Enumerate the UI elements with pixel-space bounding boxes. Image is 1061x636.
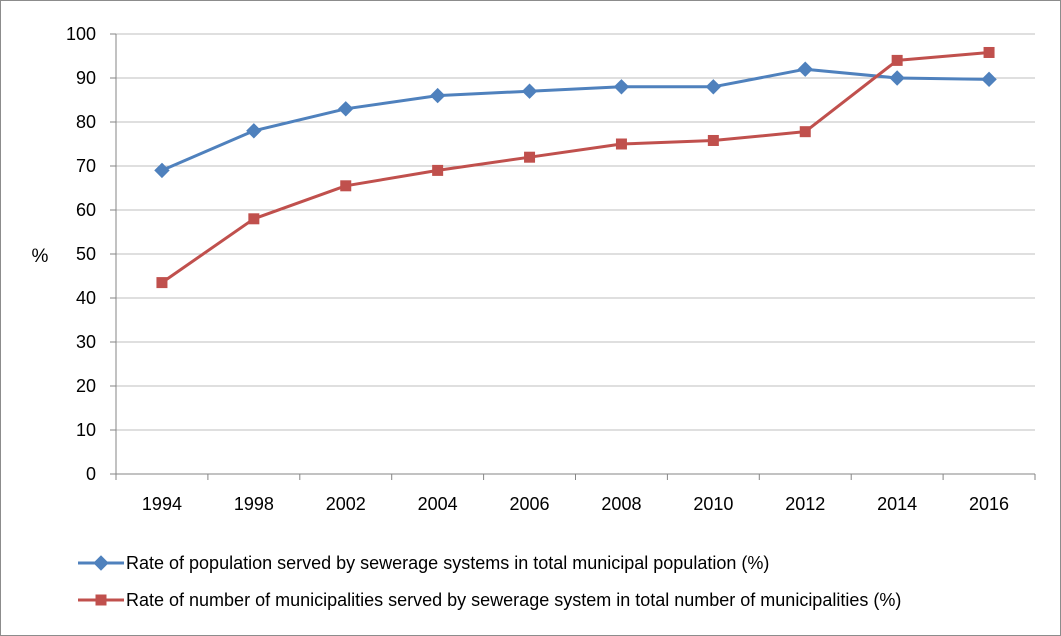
y-tick-label: 40 <box>76 288 96 308</box>
x-tick-label: 2004 <box>418 494 458 514</box>
legend-marker <box>95 594 107 606</box>
data-point <box>707 134 719 146</box>
data-point <box>891 54 903 66</box>
series-2 <box>156 46 995 289</box>
x-tick-label: 1998 <box>234 494 274 514</box>
x-tick-label: 2002 <box>326 494 366 514</box>
y-tick-label: 10 <box>76 420 96 440</box>
data-point <box>615 138 627 150</box>
data-point <box>248 213 260 225</box>
x-tick-label: 2012 <box>785 494 825 514</box>
data-point <box>154 162 170 179</box>
gridlines <box>116 33 1035 431</box>
legend: Rate of population served by sewerage sy… <box>78 553 901 610</box>
data-point <box>338 101 354 117</box>
data-point <box>521 83 538 99</box>
data-point <box>889 70 905 86</box>
legend-marker <box>93 555 109 571</box>
legend-item: Rate of number of municipalities served … <box>78 590 901 610</box>
y-tick-label: 80 <box>76 112 96 132</box>
series-line <box>161 67 990 172</box>
x-tick-label: 2010 <box>693 494 733 514</box>
y-tick-label: 70 <box>76 156 96 176</box>
y-tick-label: 30 <box>76 332 96 352</box>
legend-label: Rate of number of municipalities served … <box>126 590 901 610</box>
y-tick-labels: 0 10 20 30 40 50 60 70 80 90 100 <box>66 24 96 484</box>
data-point <box>799 126 811 138</box>
data-point <box>797 61 813 77</box>
y-tick-label: 50 <box>76 244 96 264</box>
legend-item: Rate of population served by sewerage sy… <box>78 553 769 573</box>
y-tick-label: 20 <box>76 376 96 396</box>
data-point <box>340 180 352 192</box>
y-tick-label: 0 <box>86 464 96 484</box>
x-tick-label: 2006 <box>510 494 550 514</box>
y-axis-label: % <box>32 246 49 267</box>
y-tick-label: 60 <box>76 200 96 220</box>
data-point <box>524 151 536 163</box>
data-point <box>983 46 995 58</box>
x-tick-label: 1994 <box>142 494 182 514</box>
data-point <box>705 79 722 95</box>
x-tick-label: 2014 <box>877 494 917 514</box>
series-group <box>154 46 997 289</box>
data-point <box>156 277 168 289</box>
data-point <box>429 87 446 104</box>
y-tick-label: 90 <box>76 68 96 88</box>
x-tick-label: 2008 <box>601 494 641 514</box>
legend-label: Rate of population served by sewerage sy… <box>126 553 769 573</box>
series-line <box>161 50 990 284</box>
series-1 <box>154 61 997 179</box>
data-point <box>432 164 444 176</box>
data-point <box>613 79 630 95</box>
data-point <box>981 71 997 88</box>
y-tick-label: 100 <box>66 24 96 44</box>
x-tick-labels: 1994 1998 2002 2004 2006 2008 2010 2012 2014 2016 <box>142 494 1009 514</box>
data-point <box>246 123 262 139</box>
x-tick-label: 2016 <box>969 494 1009 514</box>
axes <box>110 33 1036 480</box>
